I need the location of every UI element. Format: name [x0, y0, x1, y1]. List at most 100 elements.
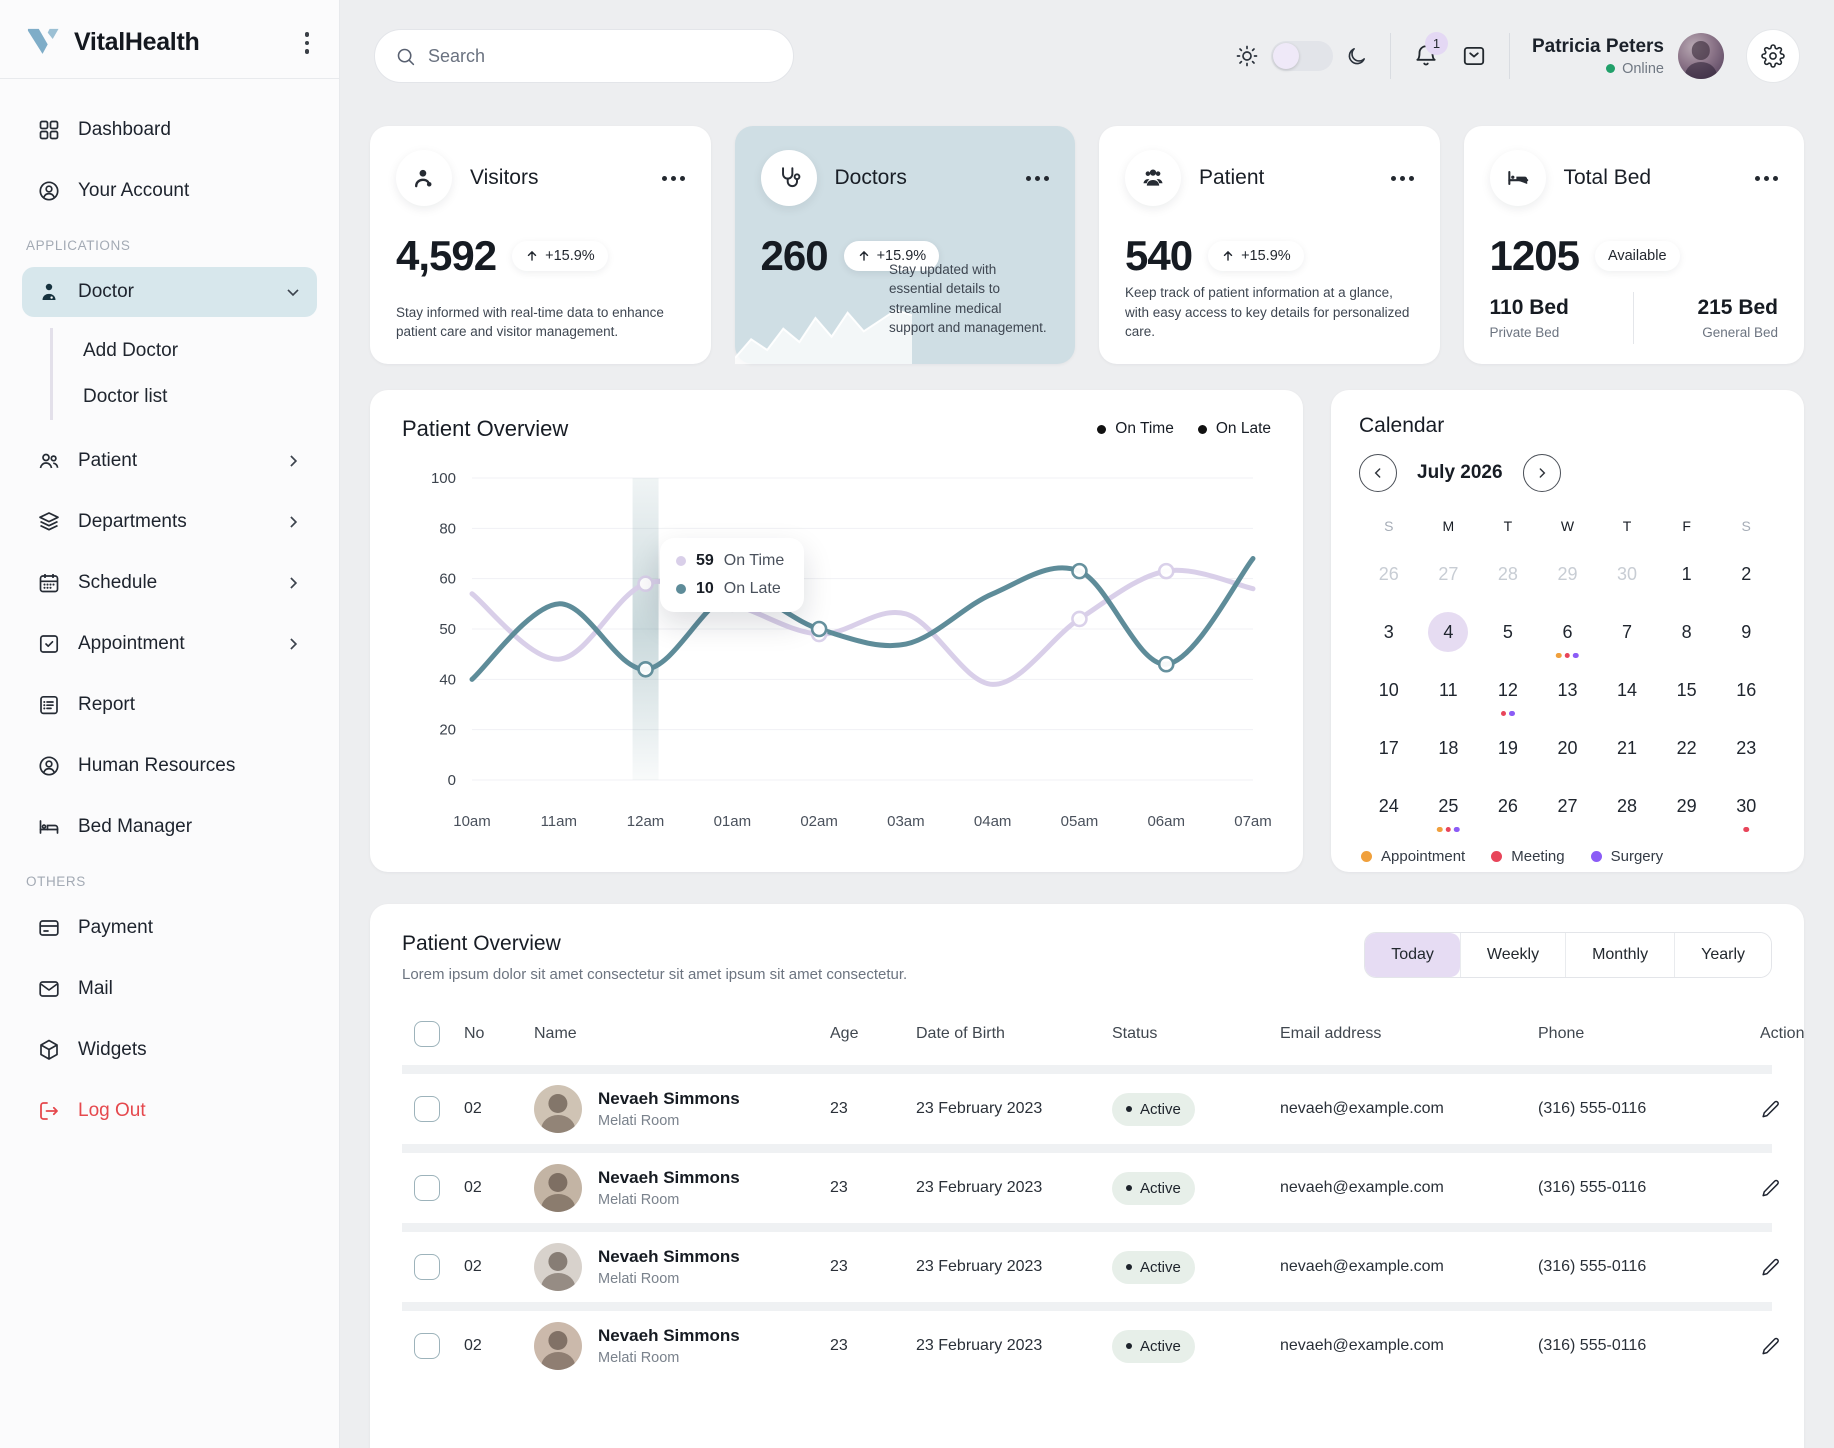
calendar-day[interactable]: 26	[1497, 795, 1518, 816]
svg-text:100: 100	[431, 470, 456, 487]
calendar-next-button[interactable]	[1522, 454, 1561, 492]
sidebar-item-departments[interactable]: Departments	[22, 497, 317, 547]
sidebar-item-bed-manager[interactable]: Bed Manager	[22, 802, 317, 852]
calendar-day[interactable]: 29	[1557, 563, 1578, 584]
calendar-day[interactable]: 5	[1502, 621, 1513, 642]
calendar-day[interactable]: 11	[1439, 679, 1458, 700]
patient-avatar	[534, 1164, 582, 1212]
table-row[interactable]: 02 Nevaeh Simmons Melati Room 23 23 Febr…	[402, 1311, 1779, 1381]
calendar-day[interactable]: 17	[1378, 737, 1399, 758]
settings-button[interactable]	[1746, 29, 1800, 83]
calendar-day[interactable]: 18	[1438, 737, 1459, 758]
calendar-day[interactable]: 23	[1736, 737, 1757, 758]
ellipsis-menu-icon[interactable]	[661, 175, 685, 181]
calendar-day[interactable]: 30	[1617, 563, 1638, 584]
table-row[interactable]: 02 Nevaeh Simmons Melati Room 23 23 Febr…	[402, 1232, 1779, 1302]
user-profile[interactable]: Patricia Peters Online	[1532, 33, 1724, 79]
search-input[interactable]	[428, 45, 773, 67]
calendar-day[interactable]: 3	[1383, 621, 1394, 642]
chart-title: Patient Overview	[402, 416, 569, 441]
edit-button[interactable]	[1760, 1099, 1781, 1120]
calendar-day[interactable]: 27	[1438, 563, 1459, 584]
calendar-day[interactable]: 16	[1736, 679, 1757, 700]
calendar-day[interactable]: 12	[1478, 662, 1538, 718]
general-bed-value: 215 Bed	[1697, 296, 1778, 319]
ellipsis-menu-icon[interactable]	[1755, 175, 1778, 181]
chart-area: 100 80 60 50 40 20 0 10am 11am 12am 01am 02am 03am 04…	[402, 450, 1272, 847]
delta-pill: +15.9%	[512, 241, 608, 271]
stethoscope-icon	[760, 150, 817, 206]
table-row[interactable]: 02 Nevaeh Simmons Melati Room 23 23 Febr…	[402, 1153, 1779, 1223]
calendar-day[interactable]: 20	[1557, 737, 1578, 758]
theme-toggle-knob[interactable]	[1272, 43, 1299, 69]
sidebar-item-payment[interactable]: Payment	[22, 903, 317, 953]
calendar-day[interactable]: 15	[1676, 679, 1697, 700]
calendar-day[interactable]: 21	[1617, 737, 1638, 758]
header-divider	[1389, 33, 1391, 79]
row-checkbox[interactable]	[414, 1254, 440, 1280]
calendar-day[interactable]: 10	[1378, 679, 1399, 700]
tab-today[interactable]: Today	[1365, 933, 1460, 977]
calendar-day[interactable]: 25	[1419, 778, 1479, 834]
calendar-prev-button[interactable]	[1359, 454, 1397, 492]
calendar-day[interactable]: 2	[1741, 563, 1752, 584]
calendar-day[interactable]: 14	[1617, 679, 1638, 700]
kebab-menu-icon[interactable]	[299, 26, 316, 60]
calendar-day[interactable]: 30	[1716, 778, 1776, 834]
calendar-day[interactable]: 6	[1538, 604, 1598, 660]
sidebar-item-appointment[interactable]: Appointment	[22, 619, 317, 669]
edit-button[interactable]	[1760, 1257, 1781, 1278]
tab-monthly[interactable]: Monthly	[1565, 933, 1675, 977]
sidebar-item-schedule[interactable]: Schedule	[22, 558, 317, 608]
tab-weekly[interactable]: Weekly	[1459, 933, 1566, 977]
edit-button[interactable]	[1760, 1178, 1781, 1199]
ellipsis-menu-icon[interactable]	[1390, 175, 1414, 181]
calendar-day[interactable]: 26	[1378, 563, 1399, 584]
row-checkbox[interactable]	[414, 1096, 440, 1122]
search-box[interactable]	[374, 29, 794, 83]
calendar-day[interactable]: 29	[1676, 795, 1697, 816]
sidebar-item-doctor-list[interactable]: Doctor list	[83, 385, 168, 407]
calendar-day[interactable]: 7	[1622, 621, 1633, 642]
calendar-day[interactable]: 28	[1497, 563, 1518, 584]
sidebar-item-your-account[interactable]: Your Account	[22, 166, 317, 216]
user-avatar[interactable]	[1678, 33, 1724, 79]
sidebar-item-dashboard[interactable]: Dashboard	[22, 105, 317, 155]
calendar-day[interactable]: 9	[1741, 621, 1752, 642]
calendar-day[interactable]: 19	[1497, 737, 1518, 758]
calendar-day[interactable]: 22	[1676, 737, 1697, 758]
sidebar-item-add-doctor[interactable]: Add Doctor	[83, 339, 179, 361]
sidebar-item-report[interactable]: Report	[22, 680, 317, 730]
sidebar-divider	[0, 77, 339, 79]
tab-yearly[interactable]: Yearly	[1674, 933, 1771, 977]
notifications-button[interactable]: 1	[1413, 32, 1448, 69]
sidebar-item-doctor[interactable]: Doctor	[22, 266, 317, 317]
edit-button[interactable]	[1760, 1336, 1781, 1357]
ellipsis-menu-icon[interactable]	[1026, 175, 1049, 181]
calendar-day[interactable]: 1	[1681, 563, 1692, 584]
theme-toggle[interactable]	[1270, 41, 1333, 71]
sidebar-item-log-out[interactable]: Log Out	[22, 1086, 317, 1136]
sidebar-item-widgets[interactable]: Widgets	[22, 1025, 317, 1075]
sidebar-item-patient[interactable]: Patient	[22, 436, 317, 486]
calendar-day[interactable]: 27	[1557, 795, 1578, 816]
calendar-day[interactable]: 28	[1617, 795, 1638, 816]
row-checkbox[interactable]	[414, 1175, 440, 1201]
sidebar-item-human-resources[interactable]: Human Resources	[22, 741, 317, 791]
messages-button[interactable]	[1461, 43, 1487, 69]
sidebar-item-label: Appointment	[78, 632, 185, 654]
cell-age: 23	[830, 1179, 848, 1196]
sidebar-item-mail[interactable]: Mail	[22, 964, 317, 1014]
calendar-day[interactable]: 4	[1419, 604, 1479, 660]
calendar-day[interactable]: 24	[1378, 795, 1399, 816]
delta-pill: +15.9%	[1208, 241, 1304, 271]
table-row[interactable]: 02 Nevaeh Simmons Melati Room 23 23 Febr…	[402, 1074, 1779, 1144]
cell-email: nevaeh@example.com	[1280, 1337, 1444, 1354]
cell-email: nevaeh@example.com	[1280, 1258, 1444, 1275]
status-dot	[1126, 1343, 1132, 1349]
calendar-day[interactable]: 8	[1681, 621, 1692, 642]
row-checkbox[interactable]	[414, 1333, 440, 1359]
select-all-checkbox[interactable]	[414, 1021, 440, 1047]
bed-icon	[36, 814, 62, 840]
calendar-day[interactable]: 13	[1557, 679, 1578, 700]
